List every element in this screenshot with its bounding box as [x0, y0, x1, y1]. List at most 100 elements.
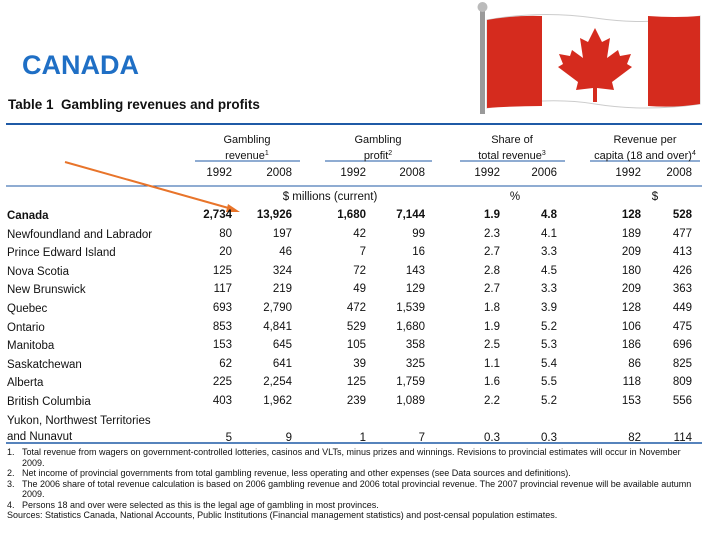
cell: 3.3 [541, 246, 557, 259]
row-label: Alberta [7, 377, 44, 390]
group-header: Revenue per capita (18 and over)4 [575, 134, 715, 163]
cell: 117 [213, 283, 232, 296]
cell: 153 [212, 339, 232, 352]
flag-band-right [648, 16, 700, 107]
cell: 324 [272, 264, 292, 277]
cell: 209 [621, 283, 641, 296]
cell: 209 [621, 246, 641, 259]
cell: 7 [359, 246, 366, 259]
year-header: 1992 [474, 167, 500, 179]
year-header: 2006 [531, 167, 557, 179]
cell: 239 [346, 395, 366, 407]
maple-leaf [558, 28, 632, 102]
heading: CANADA [22, 50, 139, 80]
cell: 556 [672, 395, 692, 407]
cell: 2.8 [484, 264, 500, 277]
cell: 114 [673, 431, 692, 444]
cell: 86 [628, 357, 641, 370]
cell: 180 [621, 264, 641, 277]
cell: 853 [212, 320, 232, 333]
group-line: Share of [491, 134, 533, 146]
cell: 125 [346, 376, 366, 389]
group-line: total revenue3 [478, 150, 546, 162]
cell: 1,089 [396, 395, 425, 407]
sources: Sources: Statistics Canada, National Acc… [7, 510, 558, 520]
cell: 189 [621, 227, 641, 240]
cell: 2.2 [484, 395, 500, 407]
cell: 62 [219, 357, 232, 370]
flag-pole [480, 6, 485, 114]
group-line: capita (18 and over)4 [594, 150, 696, 162]
cell: 2,734 [203, 209, 232, 221]
footnote-ref: 3 [541, 150, 546, 157]
row-label: Manitoba [7, 340, 55, 353]
cell: 0.3 [541, 431, 557, 444]
cell: 125 [212, 264, 232, 277]
cell: 16 [412, 246, 425, 259]
cell: 1,759 [396, 376, 425, 389]
cell: 358 [405, 339, 425, 352]
group-header: Share of total revenue3 [442, 134, 582, 163]
footnote-text: Net income of provincial governments fro… [22, 468, 571, 478]
row-label: Canada [7, 210, 49, 222]
cell: 2.7 [484, 246, 500, 259]
row-label: Ontario [7, 321, 45, 334]
cell: 645 [272, 339, 292, 352]
cell: 106 [621, 320, 641, 333]
cell: 1,539 [396, 302, 425, 314]
cell: 39 [353, 357, 366, 370]
cell: 2,254 [263, 376, 292, 389]
cell: 42 [353, 227, 366, 240]
unit-label: $ millions (current) [282, 191, 378, 203]
year-header: 1992 [340, 167, 366, 179]
row-label: Prince Edward Island [7, 247, 116, 260]
cell: 3.9 [541, 302, 557, 314]
cell: 1 [359, 431, 366, 444]
cell: 13,926 [256, 209, 292, 221]
cell: 80 [219, 227, 232, 240]
unit-label: $ [651, 191, 659, 203]
cell: 641 [272, 357, 292, 370]
cell: 128 [621, 302, 641, 314]
footnote-number: 3. [7, 478, 15, 489]
cell: 4.5 [541, 264, 557, 277]
footnote-ref: 2 [388, 150, 393, 157]
footnote-text: The 2006 share of total revenue calculat… [22, 478, 692, 500]
table-title-text: Gambling revenues and profits [61, 97, 260, 112]
cell: 825 [672, 357, 692, 370]
cell: 529 [346, 320, 366, 333]
cell: 1.6 [484, 376, 500, 389]
footnote-number: 4. [7, 499, 15, 510]
unit-label: % [509, 191, 521, 203]
cell: 696 [672, 339, 692, 352]
group-line: profit2 [363, 150, 393, 162]
cell: 472 [346, 302, 366, 314]
cell: 5.3 [541, 339, 557, 352]
footnote-ref: 4 [691, 150, 696, 157]
cell: 5 [225, 431, 232, 444]
cell: 7 [418, 431, 425, 444]
year-header: 2008 [399, 167, 425, 179]
cell: 4.8 [541, 209, 557, 221]
footnote-text: Persons 18 and over were selected as thi… [22, 499, 379, 510]
row-label: Quebec [7, 303, 48, 315]
group-header: Gambling profit2 [308, 134, 448, 163]
group-line: revenue1 [225, 150, 269, 162]
year-header: 2008 [266, 167, 292, 179]
pole-top [477, 2, 488, 12]
footnote-number: 1. [7, 447, 15, 457]
cell: 1,962 [263, 395, 292, 407]
year-header: 2008 [666, 167, 692, 179]
cell: 528 [672, 209, 692, 221]
cell: 2.7 [484, 283, 500, 296]
cell: 475 [672, 320, 692, 333]
cell: 363 [672, 283, 692, 296]
cell: 449 [672, 302, 692, 314]
cell: 477 [672, 227, 692, 240]
row-label: Nova Scotia [7, 265, 70, 278]
cell: 99 [412, 227, 425, 240]
cell: 3.3 [541, 283, 557, 296]
arrow [64, 161, 233, 210]
cell: 9 [285, 431, 292, 444]
